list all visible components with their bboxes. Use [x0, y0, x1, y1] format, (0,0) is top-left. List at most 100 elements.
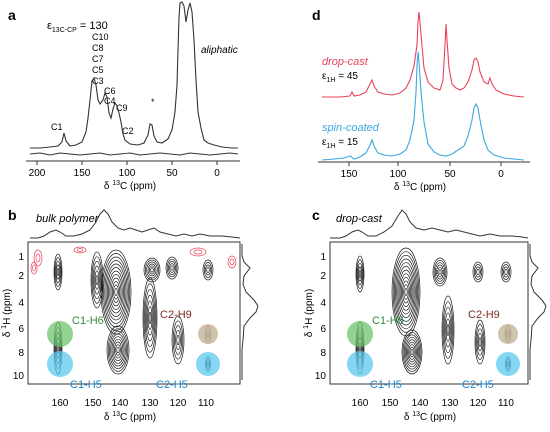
- b-contour-6-4: [146, 300, 154, 336]
- b-contour-0-4: [56, 268, 60, 276]
- c-contour-4-0: [432, 257, 448, 287]
- c-contour-2-3: [395, 258, 417, 326]
- label-c1-h5-b: C1-H5: [70, 379, 102, 391]
- xlabel-d-c: C (ppm): [410, 182, 446, 193]
- eps-a-label: ε13C-CP = 130: [47, 20, 108, 34]
- b-contour-9-2: [205, 264, 211, 276]
- c-contour-8-3: [504, 269, 508, 275]
- b-contour-8-3: [175, 330, 181, 350]
- c-contour-5-3: [444, 312, 452, 348]
- plot-frame-b: [27, 241, 241, 385]
- xlabel-b-delta: δ: [104, 412, 112, 423]
- label-c2-h5-b: C2-H5: [156, 379, 188, 391]
- c-contour-2-5: [397, 265, 415, 319]
- ticklabel-a-50: 50: [166, 168, 178, 179]
- c-contour-7-0: [474, 319, 486, 365]
- yticklabel-b-2: 2: [18, 271, 24, 282]
- c-contour-4-1: [433, 259, 447, 285]
- eps-d1-main: ε: [322, 71, 327, 82]
- c-contour-4-2: [434, 262, 446, 282]
- b-contour-6-0: [142, 277, 158, 359]
- highlight-c2-h5-c: [496, 352, 520, 376]
- bulk-polymer-label: bulk polymer: [36, 213, 100, 225]
- b-contour-3-9: [111, 281, 121, 303]
- c-contour-0-4: [358, 270, 362, 278]
- b-contour-7-4: [170, 265, 174, 271]
- highlight-c2-h9-b: [198, 324, 218, 344]
- eps-a-main: ε: [47, 20, 52, 32]
- c-contour-3-4: [406, 339, 418, 365]
- eps-d2-label: ε1H = 15: [322, 137, 358, 150]
- ticks-d: 150 100 50 0: [341, 162, 504, 180]
- eps-d1-val: = 45: [335, 71, 358, 82]
- xticklabel-c-140: 140: [412, 398, 429, 409]
- yticklabel-c-2: 2: [320, 271, 326, 282]
- b-contour-4-2: [109, 330, 127, 370]
- yticklabel-c-1: 1: [320, 252, 326, 263]
- xticklabel-b-120: 120: [170, 398, 187, 409]
- b-contour-15-0: [189, 247, 207, 257]
- drop-cast-label: drop-cast: [322, 56, 369, 68]
- b-contour-3-6: [108, 270, 124, 314]
- ylabel-c: δ 1H (ppm): [303, 289, 315, 337]
- b-contour-7-1: [166, 258, 178, 278]
- c-contour-6-3: [476, 269, 480, 275]
- drop-cast-c-label: drop-cast: [336, 213, 383, 225]
- b-contour-7-3: [169, 263, 175, 273]
- c-contour-3-1: [402, 332, 422, 372]
- c-contour-6-1: [473, 264, 483, 280]
- c-contour-7-2: [476, 328, 484, 356]
- yticklabel-b-6: 6: [18, 324, 24, 335]
- eps-d2-main: ε: [322, 137, 327, 148]
- ticklabel-a-150: 150: [74, 168, 91, 179]
- label-c2-h5-c: C2-H5: [462, 379, 494, 391]
- projection-b-right: [241, 244, 259, 380]
- ylabel-c-delta: δ: [304, 329, 315, 337]
- yticks-b: 1 2 4 6 8 10: [13, 252, 25, 382]
- peak-label-c8: C8: [92, 43, 104, 53]
- xticklabel-b-130: 130: [142, 398, 159, 409]
- c-contour-2-11: [404, 287, 408, 297]
- xlabel-a-13: 13: [112, 180, 120, 187]
- ticklabel-d-50: 50: [444, 169, 456, 180]
- highlight-c2-h9-c: [498, 324, 518, 344]
- b-contour-6-3: [145, 294, 155, 342]
- c-contour-2-8: [400, 276, 412, 308]
- b-contour-3-11: [114, 288, 118, 296]
- peak-label-c6: C6: [104, 86, 116, 96]
- highlight-c1-h6-c: [347, 321, 373, 347]
- b-contour-4-4: [111, 336, 125, 364]
- panel-b-letter: b: [8, 207, 17, 223]
- ticklabel-a-200: 200: [29, 168, 46, 179]
- c-contour-0-1: [356, 259, 364, 289]
- c-contour-7-1: [475, 324, 485, 360]
- c-contour-8-2: [503, 266, 509, 278]
- panel-c-letter: c: [312, 207, 320, 223]
- b-contour-3-2: [103, 256, 129, 328]
- b-contour-5-0: [143, 257, 161, 283]
- peak-label-c7: C7: [92, 54, 104, 64]
- b-contour-3-10: [113, 284, 119, 300]
- aliphatic-label: aliphatic: [201, 45, 238, 56]
- c-contour-3-6: [408, 344, 416, 360]
- c-contour-4-5: [438, 269, 442, 275]
- c-contour-0-0: [355, 255, 365, 293]
- ylabel-c-h: H (ppm): [304, 289, 315, 325]
- c-contour-5-5: [446, 323, 450, 337]
- yticklabel-b-8: 8: [18, 348, 24, 359]
- c-contour-8-1: [501, 264, 511, 280]
- b-contour-2-5: [95, 274, 99, 286]
- b-contour-3-3: [104, 260, 128, 324]
- c-contour-5-2: [443, 306, 453, 354]
- ticklabel-d-150: 150: [341, 169, 358, 180]
- xlabel-b: δ 13C (ppm): [104, 411, 156, 423]
- xticks-c: 160 150 140 130 120 110: [352, 398, 515, 409]
- b-contour-4-1: [107, 328, 129, 372]
- b-contour-4-6: [113, 341, 123, 359]
- yticklabel-c-4: 4: [320, 298, 326, 309]
- yticks-c: 1 2 4 6 8 10: [315, 252, 327, 382]
- spin-coated-label: spin-coated: [322, 122, 380, 134]
- b-contour-12-0: [33, 249, 43, 267]
- plot-frame-c: [329, 241, 529, 385]
